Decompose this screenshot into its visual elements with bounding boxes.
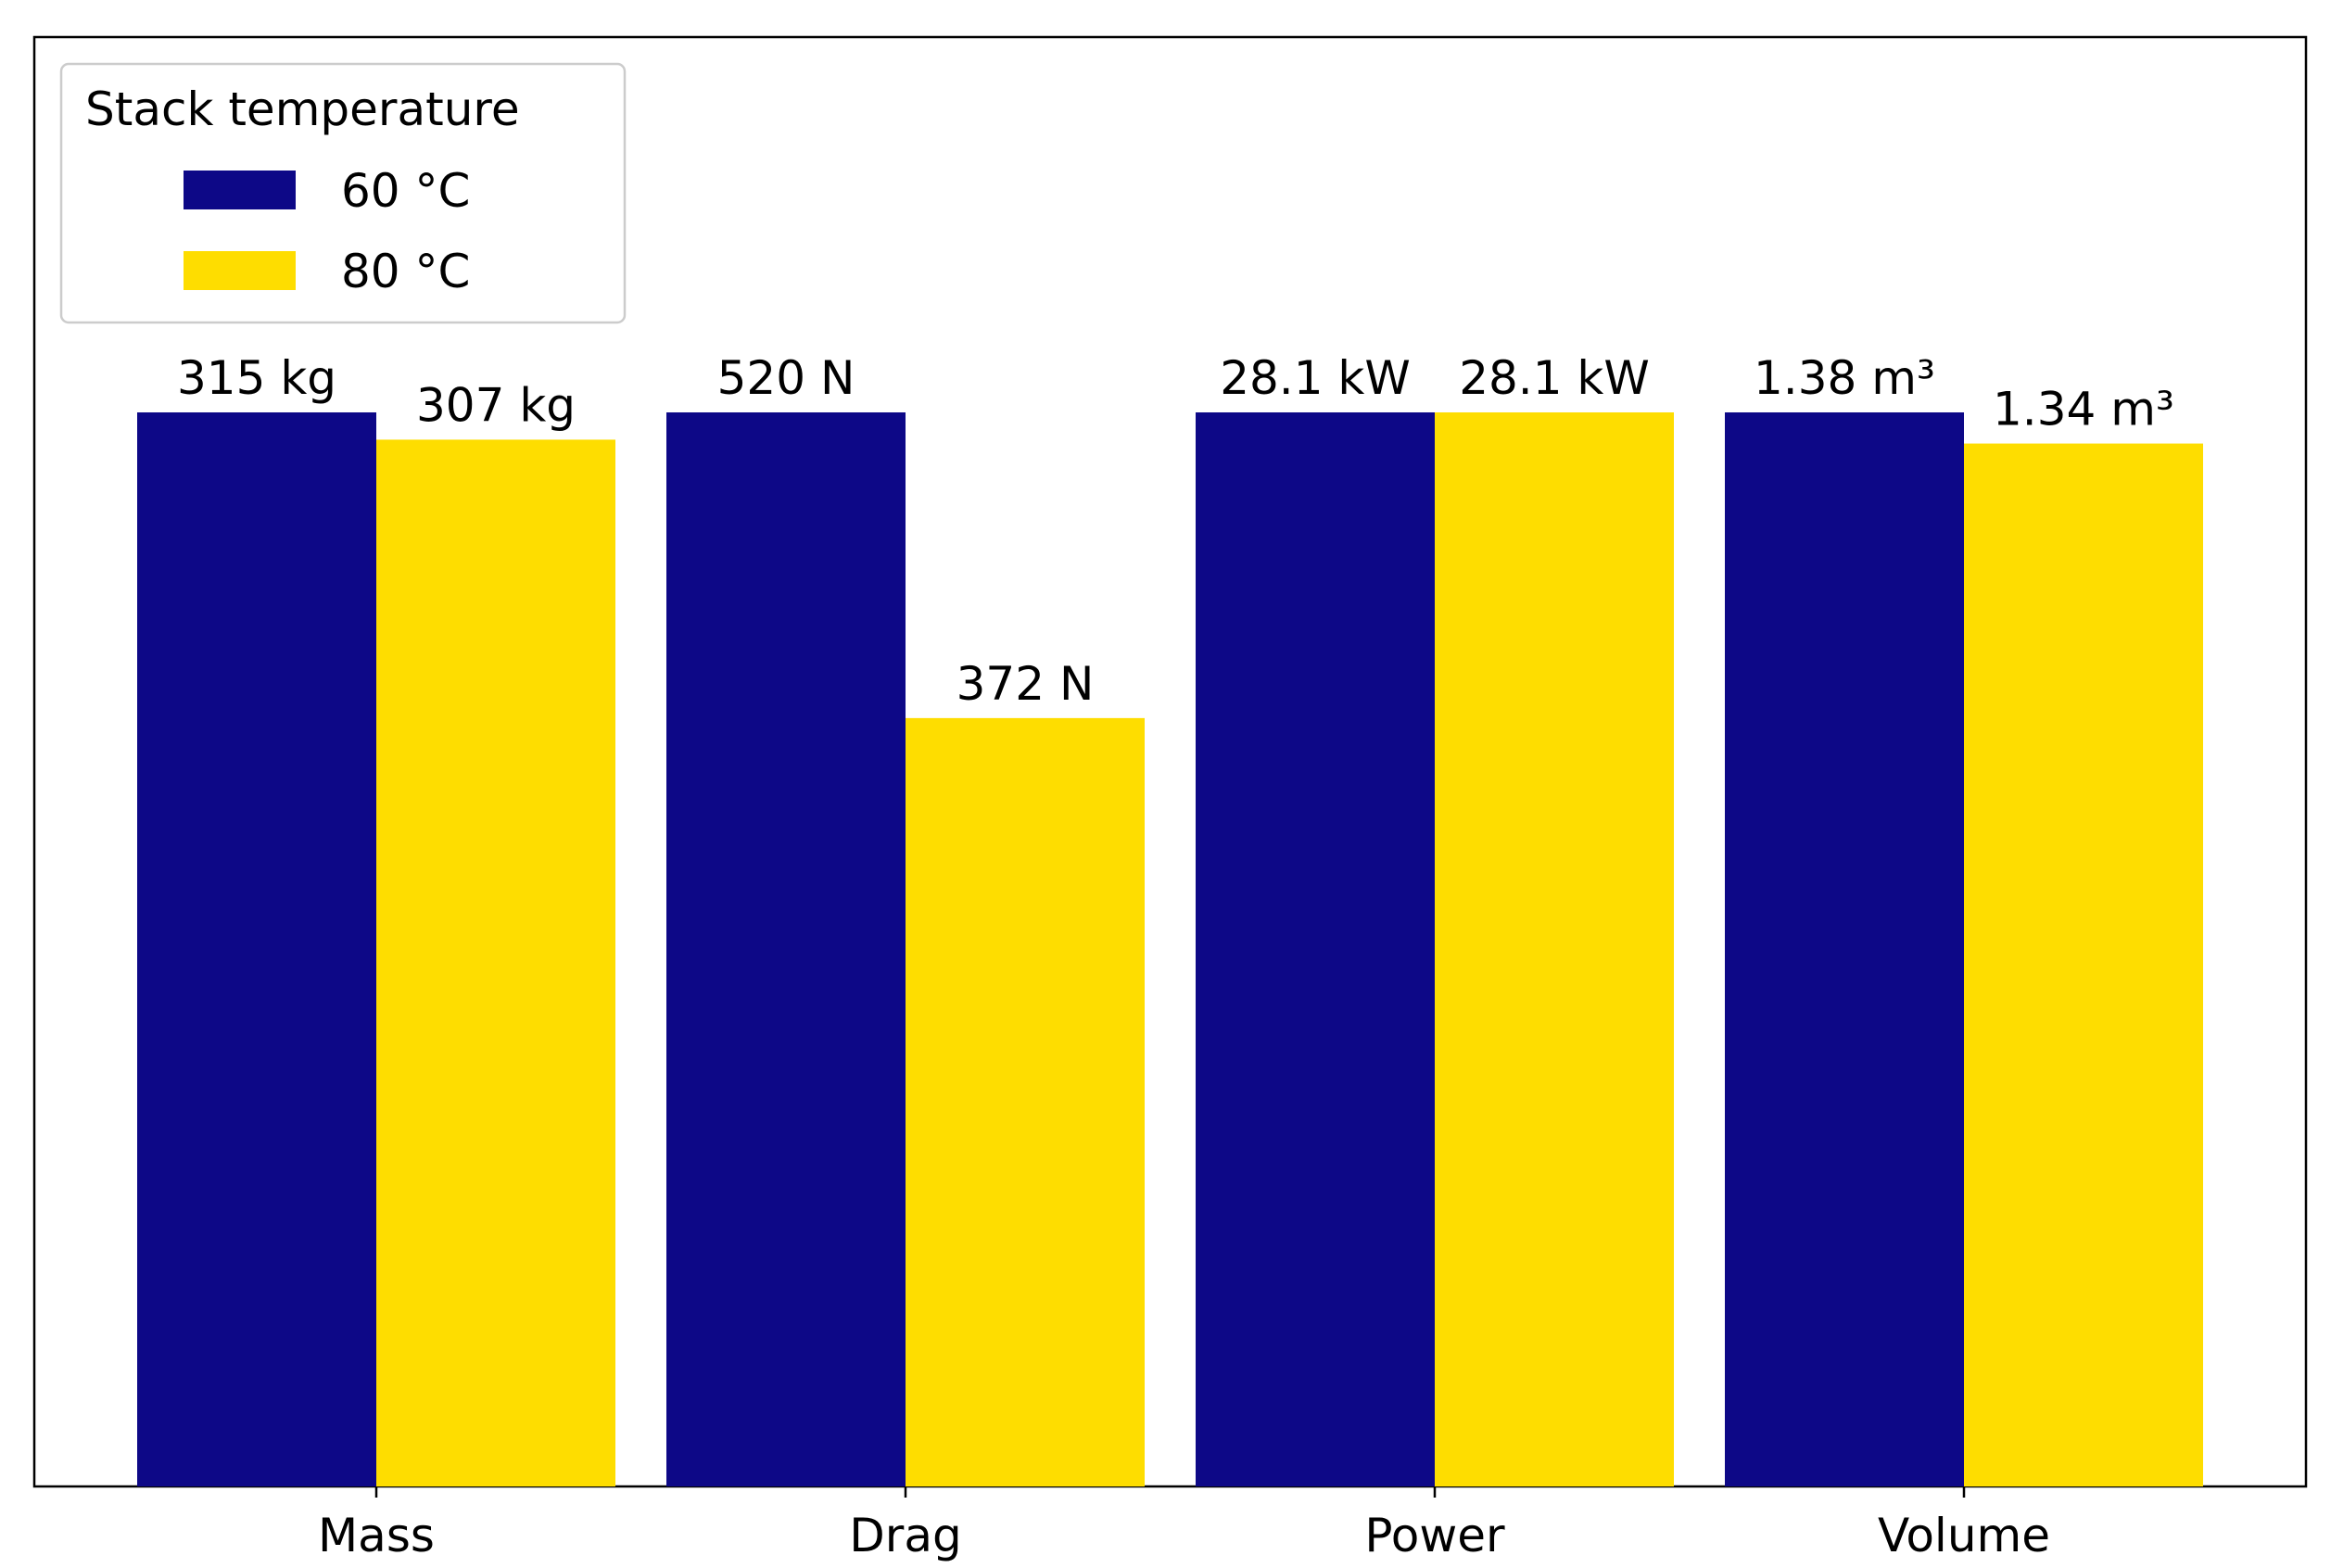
legend-swatch (184, 251, 296, 290)
legend-label: 60 °C (341, 164, 470, 218)
plot-frame (32, 35, 2308, 1488)
x-tick-label: Power (1364, 1509, 1505, 1562)
x-tick-label: Drag (849, 1509, 961, 1562)
bar (1725, 412, 1964, 1486)
value-label: 1.34 m³ (1993, 383, 2174, 436)
x-tick-label: Mass (318, 1509, 435, 1562)
bar (1964, 443, 2203, 1486)
legend-title: Stack temperature (85, 82, 520, 136)
bar (137, 412, 376, 1486)
value-label: 28.1 kW (1220, 351, 1411, 405)
bar (906, 717, 1145, 1486)
x-tick-label: Volume (1878, 1509, 2050, 1562)
value-label: 1.38 m³ (1754, 351, 1935, 405)
bar (666, 412, 906, 1486)
value-label: 307 kg (416, 378, 576, 432)
bar (376, 439, 615, 1486)
value-label: 520 N (717, 351, 855, 405)
value-label: 315 kg (177, 351, 336, 405)
value-label: 372 N (956, 657, 1095, 711)
value-label: 28.1 kW (1459, 351, 1650, 405)
legend-swatch (184, 171, 296, 209)
bar (1435, 412, 1674, 1486)
bar (1196, 412, 1435, 1486)
legend-label: 80 °C (341, 245, 470, 298)
